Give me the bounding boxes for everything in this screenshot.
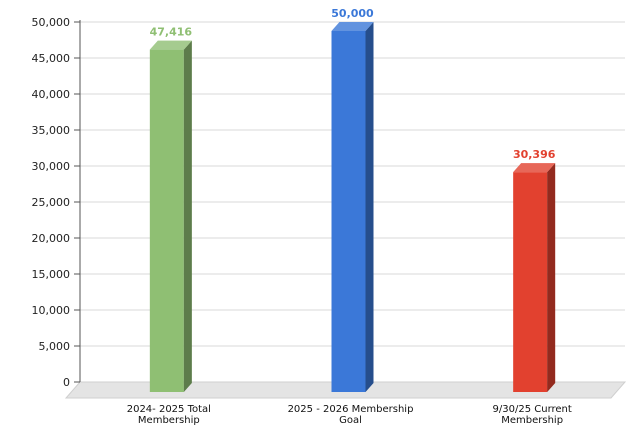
bar-top <box>149 40 192 50</box>
y-tick-label: 50,000 <box>32 16 71 29</box>
bar-top-shade <box>149 40 192 50</box>
bar-side-shade <box>365 22 374 392</box>
data-label: 50,000 <box>331 7 374 20</box>
bar-side-shade <box>547 163 556 392</box>
bar-top <box>331 22 374 31</box>
y-tick-label: 20,000 <box>32 232 71 245</box>
bar <box>149 49 184 393</box>
y-tick-label: 25,000 <box>32 196 71 209</box>
bar-side-shade <box>183 40 192 393</box>
x-category-label: 9/30/25 Current Membership <box>493 404 572 426</box>
y-tick-label: 10,000 <box>32 304 71 317</box>
y-tick-label: 0 <box>63 376 70 389</box>
bar-top-shade <box>331 22 374 31</box>
bar-side <box>183 40 192 393</box>
bar-side <box>547 163 556 392</box>
y-tick-label: 5,000 <box>39 340 71 353</box>
bar-side <box>365 22 374 392</box>
bar-top <box>513 163 556 173</box>
data-label: 47,416 <box>150 26 193 39</box>
bar <box>513 172 548 392</box>
y-tick-label: 15,000 <box>32 268 71 281</box>
y-tick-label: 35,000 <box>32 124 71 137</box>
y-tick-label: 40,000 <box>32 88 71 101</box>
y-axis: 0 5,000 10,000 15,000 20,000 25,000 30,000 35,0… <box>32 16 81 389</box>
bar-top-shade <box>513 163 556 173</box>
bar <box>331 31 366 392</box>
labels: 47,416 2024- 2025 Total Membership 50,000 20… <box>127 7 572 426</box>
bars <box>149 22 556 393</box>
y-tick-label: 30,000 <box>32 160 71 173</box>
data-label: 30,396 <box>513 148 556 161</box>
y-tick-label: 45,000 <box>32 52 71 65</box>
x-category-label: 2024- 2025 Total Membership <box>127 404 211 426</box>
x-category-label: 2025 - 2026 Membership Goal <box>288 404 414 426</box>
